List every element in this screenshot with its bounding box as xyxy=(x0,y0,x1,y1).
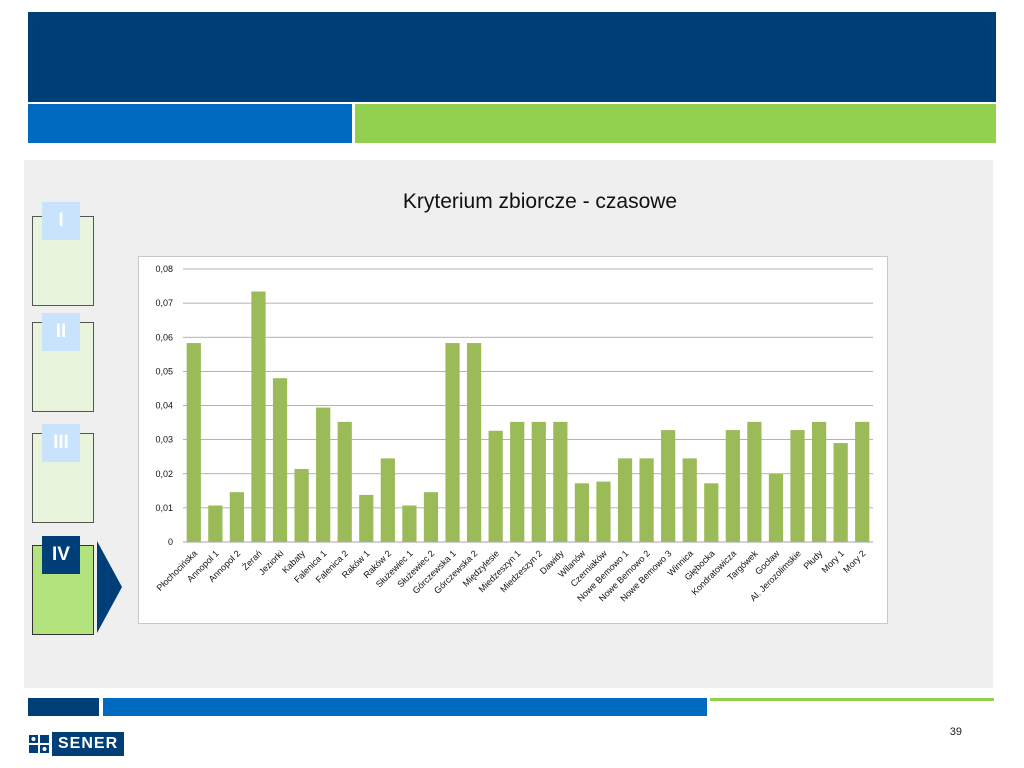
bar xyxy=(466,343,482,542)
chart-title: Kryterium zbiorcze - czasowe xyxy=(402,190,678,213)
bar xyxy=(855,421,870,542)
bar xyxy=(510,421,525,542)
bar xyxy=(445,343,460,542)
bar xyxy=(316,407,331,542)
step-label-4: IV xyxy=(42,536,80,574)
bar xyxy=(531,421,546,542)
bar xyxy=(747,421,762,542)
bar xyxy=(725,430,740,542)
bar xyxy=(574,483,590,542)
step-label-1: I xyxy=(42,202,80,240)
y-tick-label: 0,07 xyxy=(155,298,173,308)
y-tick-label: 0,01 xyxy=(155,503,173,513)
bar xyxy=(639,458,654,542)
bar xyxy=(833,443,848,542)
x-tick-label: Mory 2 xyxy=(841,548,868,575)
bar xyxy=(423,492,439,542)
logo-emblem-icon xyxy=(28,733,50,755)
bar xyxy=(553,421,568,542)
step-label-2: II xyxy=(42,313,80,351)
footer-stripe-green xyxy=(710,698,994,701)
bar xyxy=(596,481,611,542)
step-label-3: III xyxy=(42,424,80,462)
bar xyxy=(682,458,697,542)
bar xyxy=(294,468,309,542)
bar xyxy=(402,505,417,542)
x-tick-label: Mory 1 xyxy=(820,548,847,575)
bar xyxy=(251,291,266,542)
y-tick-label: 0,06 xyxy=(155,332,173,342)
header-stripe-green xyxy=(355,104,996,143)
header-stripe-blue xyxy=(28,104,352,143)
footer-stripe-blue xyxy=(103,698,707,716)
bar xyxy=(359,494,374,542)
bar xyxy=(811,421,827,542)
current-step-arrow-icon xyxy=(97,541,122,633)
bar xyxy=(272,378,288,542)
bar xyxy=(337,421,352,542)
bar xyxy=(704,483,719,542)
bar xyxy=(790,430,805,542)
page-number: 39 xyxy=(949,726,962,738)
y-tick-label: 0,02 xyxy=(155,469,173,479)
bar xyxy=(380,458,395,542)
bar xyxy=(617,458,633,542)
chart-area: 0 0,01 0,02 0,03 0,04 0,05 0,06 0,07 0,08 Płochoc… xyxy=(138,256,888,624)
y-tick-label: 0,08 xyxy=(155,264,173,274)
bar xyxy=(768,473,784,542)
y-tick-label: 0,03 xyxy=(155,435,173,445)
y-tick-label: 0,04 xyxy=(155,401,173,411)
header-banner xyxy=(28,12,996,102)
bar xyxy=(661,430,676,542)
footer-stripe-navy xyxy=(28,698,99,716)
bar xyxy=(488,430,503,542)
y-tick-label: 0,05 xyxy=(155,366,173,376)
y-tick-label: 0 xyxy=(168,537,173,547)
logo-text: SENER xyxy=(52,732,125,756)
bar-chart: 00,010,020,030,040,050,060,070,08Płochoc… xyxy=(155,264,873,604)
bar xyxy=(208,505,223,542)
sener-logo: SENER xyxy=(28,732,125,756)
bar xyxy=(186,343,201,542)
bar xyxy=(229,492,245,542)
